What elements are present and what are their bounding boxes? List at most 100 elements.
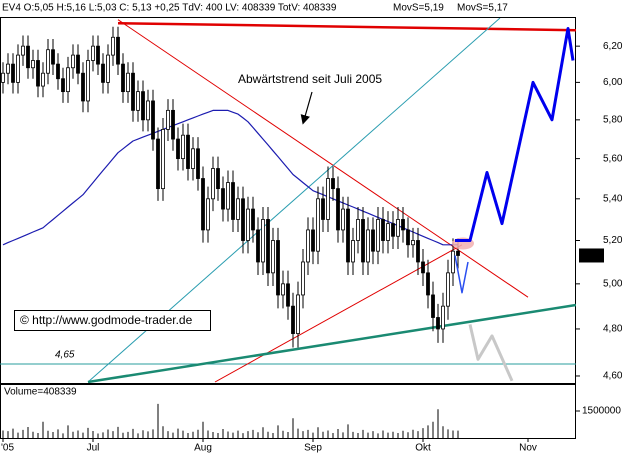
x-tick-label: Okt — [415, 443, 431, 454]
last-price-label: 5,13 — [581, 250, 601, 261]
candle-body — [71, 54, 75, 69]
y-tick-label: 5,00 — [603, 278, 623, 289]
candle-body — [306, 229, 310, 263]
candle-body — [276, 240, 280, 296]
candle-body — [361, 219, 365, 263]
plot-area — [0, 18, 576, 383]
candle-body — [291, 305, 295, 334]
volume-label: Volume=408339 — [4, 387, 77, 398]
candle-body — [386, 223, 390, 241]
candle-body — [236, 198, 240, 220]
candle-body — [251, 208, 255, 231]
candle-body — [356, 219, 360, 241]
candle-body — [161, 129, 165, 190]
candle-body — [151, 100, 155, 140]
candle-body — [436, 317, 440, 330]
candle-body — [186, 134, 190, 169]
candle-body — [51, 49, 55, 65]
candle-body — [146, 100, 150, 121]
candle-body — [256, 229, 260, 263]
candle-body — [241, 198, 245, 241]
ma-label: MovS=5,19 — [393, 3, 444, 14]
candle-body — [366, 229, 370, 263]
candle-body — [226, 182, 230, 210]
candle-body — [26, 45, 30, 69]
y-tick-label: 5,20 — [603, 235, 623, 246]
candle-body — [201, 178, 205, 231]
last-price-box — [579, 248, 604, 263]
candle-body — [41, 72, 45, 87]
candle-body — [136, 91, 140, 111]
overlay: EV4 O:5,05 H:5,16 L:5,03 C: 5,13 +0,25 T… — [2, 3, 508, 398]
candle-body — [406, 229, 410, 246]
x-tick-label: Nov — [519, 443, 537, 454]
candle-body — [96, 45, 100, 65]
trendline — [214, 244, 463, 383]
candle-body — [6, 63, 10, 74]
candle-body — [121, 63, 125, 93]
volume-panel — [0, 384, 576, 439]
candle-body — [166, 109, 170, 130]
candle-body — [311, 229, 315, 252]
candle-body — [216, 168, 220, 190]
candle-body — [421, 261, 425, 274]
candle-body — [116, 36, 120, 65]
projection — [454, 255, 469, 294]
candle-body — [106, 54, 110, 83]
candle-body — [81, 72, 85, 102]
annotation: Abwärtstrend seit Juli 2005 — [238, 72, 382, 86]
candle-body — [331, 178, 335, 190]
candle-body — [21, 45, 25, 56]
candle-body — [371, 229, 375, 252]
candle-body — [141, 91, 145, 121]
candle-body — [181, 134, 185, 160]
ma-label: MovS=5,17 — [457, 3, 508, 14]
candle-body — [176, 138, 180, 160]
candle-body — [416, 240, 420, 263]
candle-body — [61, 78, 65, 93]
projection — [468, 324, 514, 382]
y-tick-label: 4,80 — [603, 324, 623, 335]
candle-body — [191, 148, 195, 169]
candle-body — [381, 219, 385, 241]
y-tick-label: 5,80 — [603, 114, 623, 125]
candle-body — [441, 305, 445, 330]
candle-body — [91, 45, 95, 61]
candle-body — [281, 283, 285, 296]
candle-body — [261, 219, 265, 263]
candle-body — [266, 219, 270, 274]
candle-body — [396, 219, 400, 237]
candle-body — [1, 72, 5, 83]
candle-body — [376, 219, 380, 252]
copyright: © http://www.godmode-trader.de — [20, 313, 193, 327]
header-text: EV4 O:5,05 H:5,16 L:5,03 C: 5,13 +0,25 T… — [2, 3, 337, 14]
x-tick-label: Aug — [194, 443, 212, 454]
candle-body — [36, 60, 40, 87]
x-tick-label: '05 — [1, 443, 14, 454]
candle-body — [336, 188, 340, 231]
candle-body — [206, 198, 210, 231]
annotation-arrow — [300, 91, 313, 125]
volume-tick-label: 1500000 — [582, 406, 621, 417]
candle-body — [346, 208, 350, 263]
candle-body — [211, 168, 215, 200]
candle-body — [426, 272, 430, 296]
candle-body — [46, 49, 50, 74]
candle-body — [326, 178, 330, 220]
candle-body — [451, 250, 455, 274]
candle-body — [316, 198, 320, 252]
candle-body — [221, 188, 225, 210]
candle-body — [446, 272, 450, 307]
candle-body — [171, 109, 175, 140]
candle-body — [56, 63, 60, 80]
candle-body — [296, 294, 300, 334]
x-tick-label: Jul — [87, 443, 100, 454]
candle-body — [286, 283, 290, 307]
x-tick-label: Sep — [304, 443, 322, 454]
candle-body — [341, 208, 345, 231]
trendline — [87, 303, 576, 383]
candle-body — [86, 60, 90, 102]
level-label: 4,65 — [55, 350, 75, 361]
candle-body — [156, 138, 160, 190]
